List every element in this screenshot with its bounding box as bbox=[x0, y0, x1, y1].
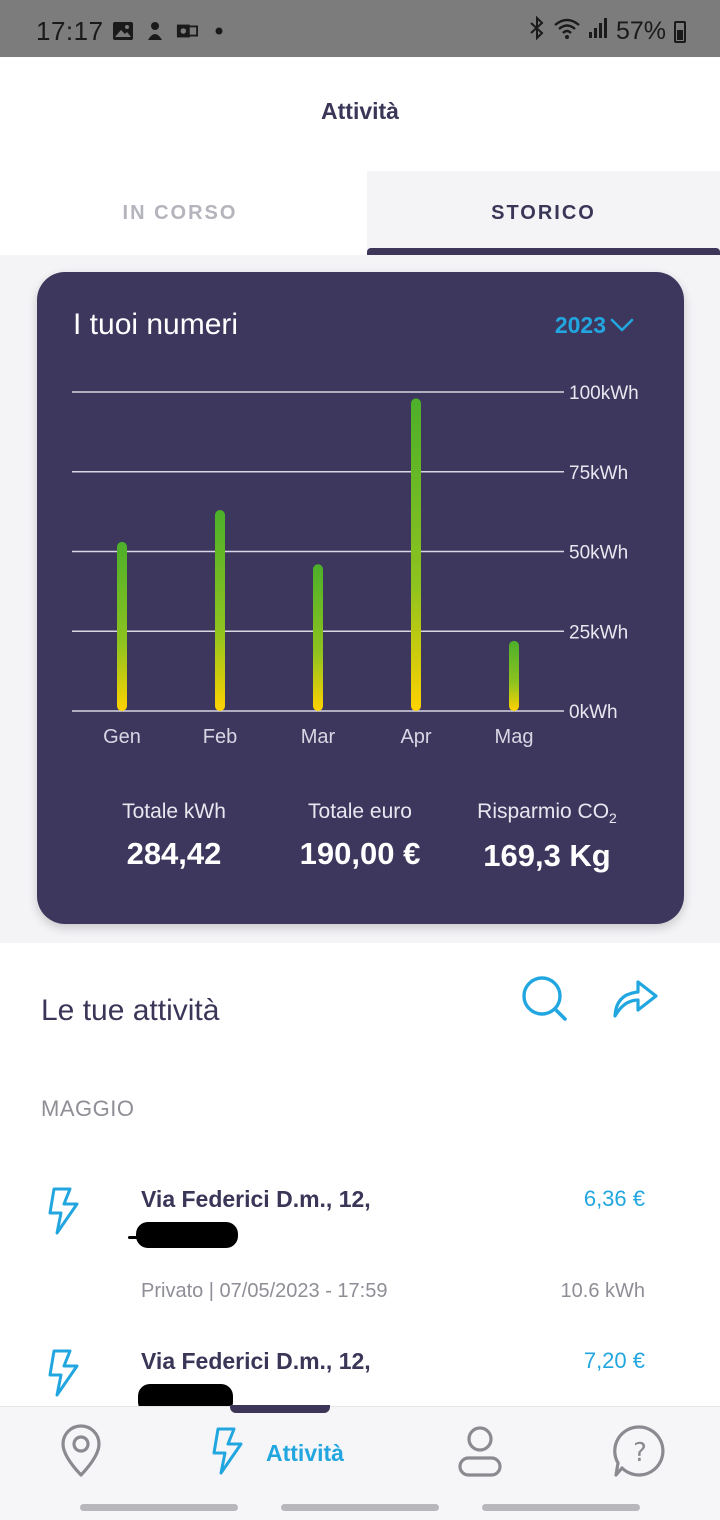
tab-bar: IN CORSO STORICO bbox=[0, 171, 720, 255]
month-section-label: MAGGIO bbox=[41, 1096, 135, 1121]
outlook-icon bbox=[176, 20, 198, 42]
y-tick-label: 25kWh bbox=[569, 622, 628, 643]
bolt-icon bbox=[44, 1348, 84, 1398]
user-icon bbox=[456, 1424, 504, 1483]
nav-help[interactable]: ? bbox=[612, 1423, 668, 1484]
status-time: 17:17 bbox=[36, 16, 104, 46]
redaction-mark bbox=[128, 1236, 158, 1239]
activity-address: Via Federici D.m., 12, bbox=[141, 1348, 371, 1374]
activities-title: Le tue attività bbox=[41, 994, 220, 1027]
app-notification-icon bbox=[144, 20, 166, 42]
year-value: 2023 bbox=[554, 312, 606, 338]
bar-mar bbox=[313, 564, 323, 711]
nav-active-indicator bbox=[230, 1405, 330, 1413]
co2-label-text: Risparmio CO bbox=[477, 800, 610, 823]
activity-item[interactable]: Via Federici D.m., 12, 6,36 € Privato | … bbox=[0, 1180, 720, 1310]
gallery-icon bbox=[112, 20, 134, 42]
nav-profile[interactable] bbox=[456, 1425, 504, 1481]
map-pin-icon bbox=[58, 1423, 104, 1483]
share-icon[interactable] bbox=[610, 974, 660, 1020]
x-tick-label: Mag bbox=[495, 726, 534, 748]
status-bar: 17:17 57% bbox=[0, 0, 720, 57]
stats-card: 0kWh 25kWh 50kWh 75kWh 100kWh Gen Feb Mar Apr Mag… bbox=[37, 272, 684, 924]
co2-saving: Risparmio CO2 169,3 Kg bbox=[447, 800, 647, 874]
activity-price: 7,20 € bbox=[583, 1348, 645, 1373]
tab-storico[interactable]: STORICO bbox=[367, 171, 720, 255]
activity-item[interactable]: Via Federici D.m., 12, 7,20 € bbox=[0, 1342, 720, 1406]
notification-icons bbox=[112, 20, 230, 42]
bolt-icon bbox=[44, 1186, 84, 1236]
totals-section: Totale kWh 284,42 Totale euro 190,00 € R… bbox=[37, 800, 684, 890]
activity-address: Via Federici D.m., 12, bbox=[141, 1186, 371, 1212]
redacted-city bbox=[136, 1222, 238, 1248]
stats-card-title: I tuoi numeri bbox=[73, 308, 239, 341]
co2-saving-value: 169,3 Kg bbox=[483, 838, 611, 874]
bar-feb bbox=[215, 510, 225, 711]
y-tick-label: 50kWh bbox=[569, 543, 628, 564]
activity-price: 6,36 € bbox=[583, 1186, 645, 1211]
wifi-icon bbox=[554, 17, 580, 46]
tab-in-corso[interactable]: IN CORSO bbox=[0, 171, 360, 255]
search-icon[interactable] bbox=[520, 974, 570, 1024]
x-tick-label: Gen bbox=[103, 726, 141, 748]
x-tick-label: Mar bbox=[301, 726, 336, 748]
gesture-bar-home[interactable] bbox=[281, 1504, 439, 1511]
gesture-bar-recents[interactable] bbox=[482, 1504, 640, 1511]
total-euro-value: 190,00 € bbox=[299, 836, 421, 871]
usage-chart: 0kWh 25kWh 50kWh 75kWh 100kWh Gen Feb Mar Apr Mag bbox=[72, 383, 639, 748]
status-right: 57% bbox=[528, 15, 686, 47]
battery-icon bbox=[674, 20, 686, 43]
y-tick-label: 75kWh bbox=[569, 463, 628, 484]
activity-meta: Privato | 07/05/2023 - 17:59 bbox=[141, 1280, 388, 1302]
y-tick-label: 0kWh bbox=[569, 702, 618, 723]
nav-attivita[interactable]: Attività bbox=[208, 1425, 344, 1481]
active-tab-indicator bbox=[367, 248, 720, 255]
gesture-bar-back[interactable] bbox=[80, 1504, 238, 1511]
co2-saving-label: Risparmio CO2 bbox=[447, 800, 647, 826]
activity-kwh: 10.6 kWh bbox=[560, 1280, 645, 1302]
total-kwh-value: 284,42 bbox=[126, 836, 222, 871]
bottom-navigation: Attività ? bbox=[0, 1405, 720, 1520]
redacted-city bbox=[138, 1384, 233, 1406]
more-notifications-icon bbox=[208, 20, 230, 42]
nav-map[interactable] bbox=[58, 1423, 104, 1483]
x-tick-label: Apr bbox=[400, 726, 431, 748]
bolt-icon bbox=[208, 1426, 248, 1481]
bluetooth-icon bbox=[528, 15, 546, 47]
signal-icon bbox=[588, 17, 608, 46]
x-tick-label: Feb bbox=[203, 726, 237, 748]
bar-mag bbox=[509, 640, 519, 711]
help-icon: ? bbox=[612, 1423, 668, 1484]
total-euro: Totale euro 190,00 € bbox=[260, 800, 460, 872]
y-tick-label: 100kWh bbox=[569, 383, 639, 404]
total-euro-label: Totale euro bbox=[308, 800, 412, 823]
bar-apr bbox=[411, 398, 421, 711]
co2-label-subscript: 2 bbox=[609, 810, 617, 827]
total-kwh: Totale kWh 284,42 bbox=[74, 800, 274, 872]
battery-percent: 57% bbox=[615, 17, 666, 45]
svg-text:?: ? bbox=[633, 1438, 647, 1468]
chevron-down-icon bbox=[610, 312, 634, 339]
year-selector[interactable]: 2023 bbox=[555, 312, 634, 339]
nav-attivita-label: Attività bbox=[266, 1439, 344, 1466]
total-kwh-label: Totale kWh bbox=[122, 800, 226, 823]
bar-gen bbox=[117, 541, 127, 711]
page-title: Attività bbox=[321, 98, 399, 124]
